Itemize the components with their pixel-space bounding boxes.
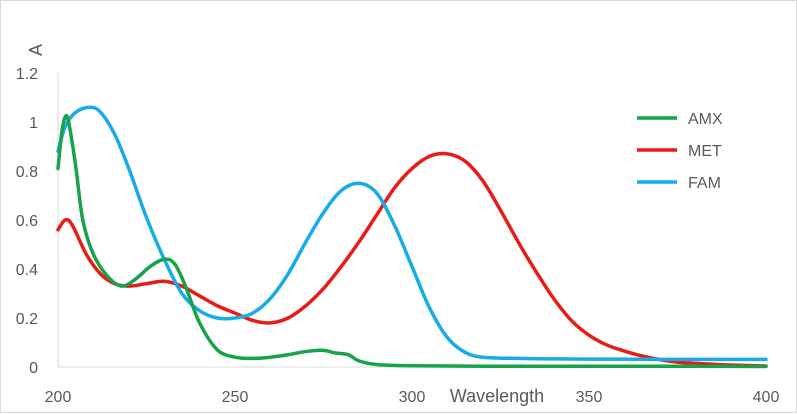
y-tick-label: 0.4 (16, 262, 38, 279)
legend-label-amx: AMX (688, 111, 723, 128)
y-tick-label: 0 (29, 360, 38, 377)
x-tick-label: 350 (576, 389, 603, 406)
y-tick-label: 1 (29, 115, 38, 132)
x-tick-label: 200 (45, 389, 72, 406)
legend: AMX MET FAM (637, 111, 723, 192)
x-tick-label: 250 (222, 389, 249, 406)
x-tick-label: 300 (399, 389, 426, 406)
y-tick-labels: 0 0.2 0.4 0.6 0.8 1 1.2 (16, 66, 38, 377)
series-line-fam (56, 105, 768, 362)
plot-area: 0 0.2 0.4 0.6 0.8 1 1.2 200 250 300 350 400 A Wave… (16, 44, 780, 406)
legend-label-met: MET (688, 143, 722, 160)
y-axis-title: A (26, 44, 46, 56)
y-tick-label: 1.2 (16, 66, 38, 83)
series-group (56, 105, 768, 369)
y-tick-label: 0.6 (16, 213, 38, 230)
x-tick-labels: 200 250 300 350 400 (45, 389, 780, 406)
series-line-amx (56, 113, 768, 369)
x-axis-title: Wavelength (450, 386, 544, 406)
x-tick-label: 400 (753, 389, 780, 406)
y-tick-label: 0.8 (16, 164, 38, 181)
legend-label-fam: FAM (688, 175, 721, 192)
y-tick-label: 0.2 (16, 311, 38, 328)
series-line-met (56, 151, 768, 368)
